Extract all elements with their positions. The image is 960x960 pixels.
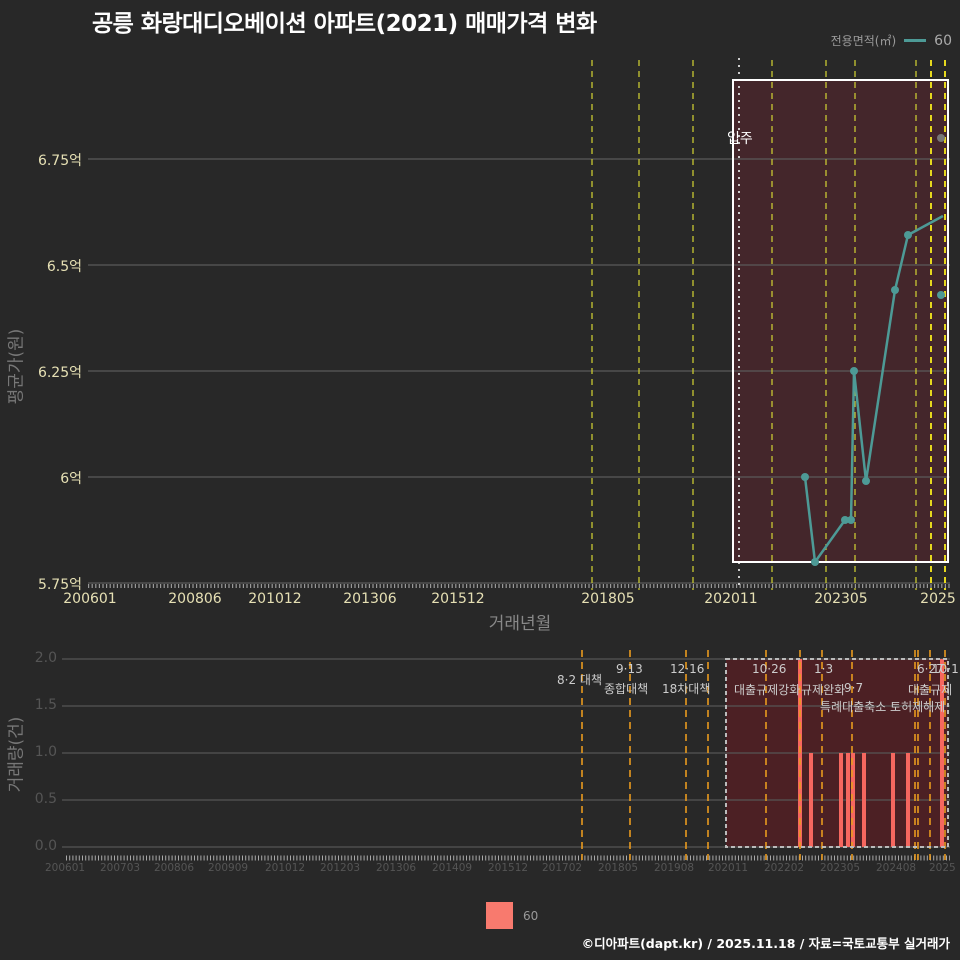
x-label-4: 201512	[431, 591, 485, 607]
vol-y-label-4: 0.0	[34, 838, 57, 854]
vol-x-label: 202305	[820, 862, 861, 874]
vol-x-label: 201805	[598, 862, 639, 874]
x-label-1: 200806	[168, 591, 222, 607]
y-label-4: 5.75억	[37, 577, 82, 593]
policy-date: 9·13	[616, 662, 643, 676]
policy-label: 대출규제	[908, 683, 953, 697]
chart-title: 공릉 화랑대디오베이션 아파트(2021) 매매가격 변화	[92, 11, 597, 37]
vol-x-label: 200601	[45, 862, 86, 874]
policy-date: 10·26	[752, 662, 787, 676]
legend-top-value: 60	[934, 32, 952, 49]
highlight-box	[732, 79, 949, 563]
price-points	[801, 231, 945, 566]
policy-lines	[591, 60, 917, 590]
x-label-5: 201805	[581, 591, 635, 607]
policy-label: 종합대책	[604, 682, 649, 696]
vol-x-label: 202011	[708, 862, 749, 874]
vol-x-label: 2025	[929, 862, 956, 874]
vol-x-label: 201203	[320, 862, 361, 874]
vol-y-label-2: 1.0	[34, 744, 57, 760]
y-label-3: 6억	[60, 471, 82, 487]
policy-label: 특례대출축소 토허제해제	[820, 700, 946, 714]
footer-credit: ©디아파트(dapt.kr) / 2025.11.18 / 자료=국토교통부 실…	[581, 936, 950, 951]
x-label-0: 200601	[63, 591, 117, 607]
volume-highlight-box	[725, 658, 949, 848]
vol-y-axis-title: 거래량(건)	[6, 716, 27, 793]
legend-line-icon	[904, 39, 927, 42]
policy-date: 9·7	[844, 681, 864, 695]
vol-x-label: 201012	[265, 862, 306, 874]
policy-lines-bold	[930, 60, 946, 590]
x-label-8: 2025	[920, 591, 956, 607]
x-label-3: 201306	[343, 591, 397, 607]
vol-y-label-3: 0.5	[34, 791, 57, 807]
vol-x-labels: 200601 200703 200806 200909 201012 20120…	[0, 862, 960, 876]
x-label-7: 202305	[814, 591, 868, 607]
legend-top: 전용면적(㎡) 60	[831, 32, 952, 49]
vol-x-label: 201409	[432, 862, 473, 874]
policy-date: 12·16	[670, 662, 705, 676]
vol-x-label: 200909	[208, 862, 249, 874]
y-label-2: 6.25억	[37, 365, 82, 381]
vol-x-label: 201512	[488, 862, 529, 874]
policy-date: 6·27	[917, 662, 944, 676]
vol-x-label: 202202	[764, 862, 805, 874]
y-axis-title: 평균가(원)	[6, 328, 27, 405]
volume-chart	[62, 650, 950, 861]
x-axis-title: 거래년월	[488, 614, 552, 634]
policy-date: 10·1	[932, 662, 959, 676]
policy-label: 대출규제강화	[734, 683, 801, 697]
y-label-0: 6.75억	[37, 153, 82, 169]
policy-label: 18차대책	[662, 682, 711, 696]
x-label-6: 202011	[704, 591, 758, 607]
policy-date: 1·3	[814, 662, 834, 676]
vol-x-label: 200703	[100, 862, 141, 874]
outlier-point	[937, 134, 945, 142]
legend-bottom: 60	[486, 902, 538, 929]
highlight-region	[733, 80, 948, 562]
move-in-annotation: 입주	[727, 131, 753, 147]
y-label-1: 6.5억	[46, 259, 82, 275]
legend-bar-swatch-icon	[486, 902, 513, 929]
vol-y-label-0: 2.0	[34, 650, 57, 666]
price-chart	[88, 58, 950, 590]
policy-label: 8·2 대책	[557, 673, 602, 687]
x-label-2: 201012	[248, 591, 302, 607]
vol-x-label: 201702	[542, 862, 583, 874]
vol-x-label: 201306	[376, 862, 417, 874]
legend-bottom-value: 60	[523, 908, 539, 923]
policy-label: 규제완화	[801, 683, 846, 697]
vol-x-label: 202408	[876, 862, 917, 874]
vol-y-label-1: 1.5	[34, 697, 57, 713]
vol-x-label: 200806	[154, 862, 195, 874]
legend-top-label: 전용면적(㎡)	[830, 34, 897, 48]
vol-x-label: 201908	[654, 862, 695, 874]
volume-policy-lines	[581, 650, 946, 860]
